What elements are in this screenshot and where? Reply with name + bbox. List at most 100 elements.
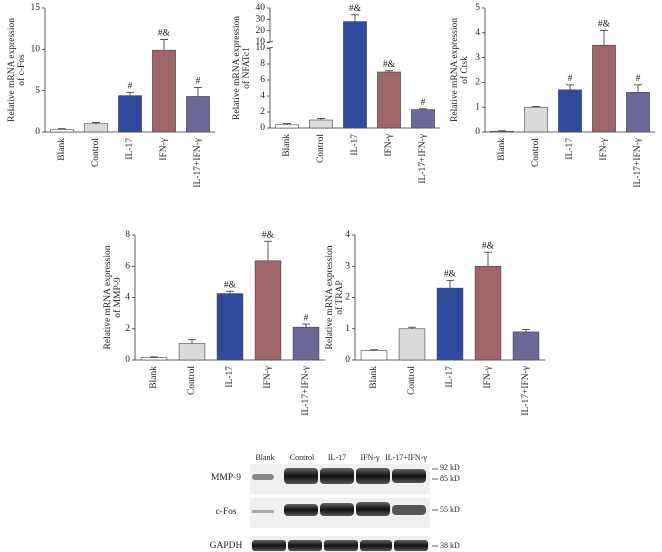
annotation: #& (482, 241, 495, 251)
y-axis-label: of MMP-9 (112, 277, 123, 318)
x-tick-label: IL-17+IFN-γ (301, 366, 311, 416)
x-tick-label: Control (316, 134, 326, 163)
y-tick-label: 0 (345, 355, 350, 365)
annotation: # (636, 74, 641, 84)
annotation: # (128, 82, 133, 92)
bar (254, 260, 282, 361)
x-tick-label: Control (407, 366, 417, 395)
x-tick-label: IL-17 (125, 138, 135, 160)
y-tick-label: 3 (345, 261, 350, 271)
x-tick-label: IL-17+IFN-γ (521, 366, 531, 416)
y-axis-label: Relative mRNA expression (232, 16, 242, 120)
annotation: #& (598, 20, 611, 30)
y-tick-label: 6 (260, 75, 265, 85)
y-tick-label: 1 (475, 102, 480, 112)
bar (84, 123, 108, 133)
x-tick-label: Control (531, 138, 541, 167)
annotation: #& (444, 270, 457, 280)
x-tick-label: IL-17 (445, 366, 455, 388)
y-tick-label: 15 (31, 3, 41, 13)
bar (309, 119, 333, 129)
y-axis-label: Relative mRNA expression (450, 18, 460, 122)
bar (626, 92, 650, 133)
x-tick-label: Blank (149, 366, 159, 389)
x-tick-label: Blank (369, 366, 379, 389)
bar (343, 21, 367, 129)
protein-label: MMP-9 (211, 473, 241, 483)
lane-label: IL-17+IFN-γ (385, 453, 427, 462)
x-tick-label: IFN-γ (384, 134, 394, 157)
annotation: # (304, 313, 309, 323)
bar (275, 124, 299, 129)
y-axis-label: Relative mRNA expression (7, 18, 17, 122)
annotation: # (196, 77, 201, 87)
y-tick-label: 0 (35, 127, 40, 137)
x-tick-label: IFN-γ (159, 138, 169, 161)
annotation: #& (262, 230, 275, 240)
x-tick-label: Blank (57, 138, 67, 161)
y-tick-label: 10 (31, 45, 41, 55)
x-tick-label: IL-17 (225, 366, 235, 388)
y-tick-label: 2 (475, 78, 480, 88)
annotation: # (568, 74, 573, 84)
protein-label: c-Fos (215, 507, 236, 517)
y-tick-label: 4 (345, 230, 350, 240)
bar (377, 71, 401, 129)
y-tick-label: 6 (125, 261, 130, 271)
bar (490, 130, 514, 133)
y-axis-label: Relative mRNA expression (103, 245, 113, 349)
y-axis-label: of TRAP (334, 280, 345, 314)
y-tick-label: 8 (125, 230, 130, 240)
y-tick-label: 5 (35, 86, 40, 96)
bar (152, 49, 176, 133)
bar (178, 343, 206, 361)
x-tick-label: IL-17 (565, 138, 575, 160)
annotation: #& (349, 4, 362, 14)
bar (524, 106, 548, 133)
y-tick-label: 0 (125, 355, 130, 365)
annotation: #& (224, 280, 237, 290)
annotation: # (421, 98, 426, 108)
bar (216, 293, 244, 361)
marker-label: 85 kD (440, 474, 460, 483)
x-tick-label: Control (91, 138, 101, 167)
protein-label: GAPDH (210, 541, 243, 551)
marker-label: 92 kD (440, 463, 460, 472)
y-tick-label: 5 (475, 3, 480, 13)
marker-label: 55 kD (440, 505, 460, 514)
y-tick-label: 4 (125, 293, 130, 303)
y-tick-label: 4 (475, 28, 480, 38)
annotation: #& (158, 29, 171, 39)
y-axis-label: of Ctsk (459, 56, 470, 84)
x-tick-label: IL-17 (350, 134, 360, 156)
x-tick-label: IFN-γ (599, 138, 609, 161)
bar (592, 44, 616, 133)
y-axis-label: of c-Fos (16, 54, 27, 86)
bar (398, 328, 426, 361)
x-tick-label: IFN-γ (483, 366, 493, 389)
bar (474, 265, 502, 361)
bar (292, 326, 320, 361)
y-tick-label: 8 (260, 59, 265, 69)
bar (118, 95, 142, 133)
lane-label: Control (290, 453, 315, 462)
bar (512, 331, 540, 361)
x-tick-label: IL-17+IFN-γ (193, 138, 203, 188)
marker-label: 38 kD (440, 541, 460, 550)
y-tick-label: 10 (256, 43, 266, 53)
bands (252, 468, 428, 551)
y-tick-label: 1 (345, 324, 350, 334)
y-axis-label: Relative mRNA expression (325, 245, 335, 349)
y-tick-label: 40 (256, 3, 266, 13)
x-tick-label: Blank (497, 138, 507, 161)
bar (436, 287, 464, 361)
bar (411, 109, 435, 129)
x-tick-label: IFN-γ (263, 366, 273, 389)
annotation: #& (383, 60, 396, 70)
bar (140, 357, 168, 361)
lane-label: IFN-γ (360, 453, 380, 462)
lane-label: IL-17 (328, 453, 346, 462)
y-tick-label: 2 (125, 324, 130, 334)
bar (50, 129, 74, 133)
